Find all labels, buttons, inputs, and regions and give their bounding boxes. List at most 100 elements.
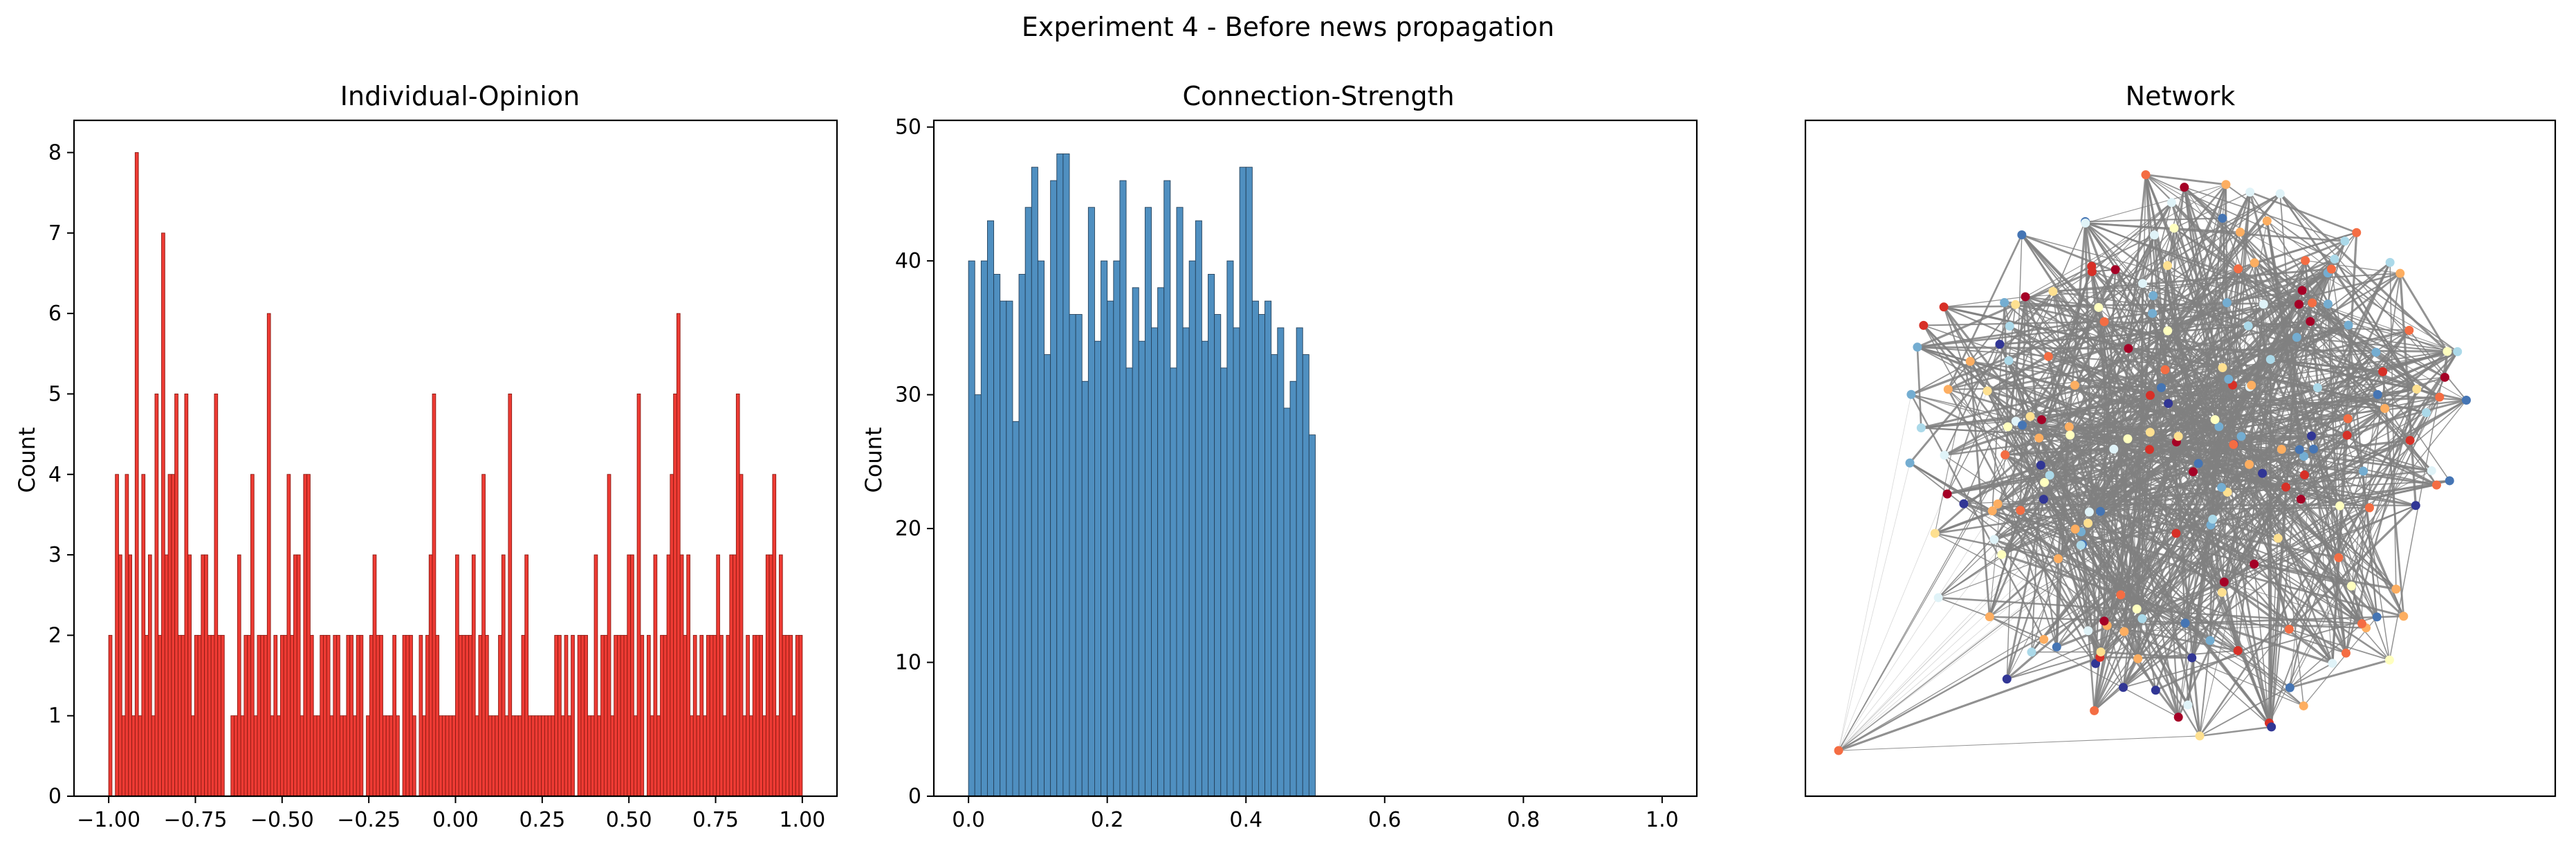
strength-y-tick-label: 50 — [895, 116, 921, 140]
network-edge — [2254, 262, 2404, 617]
network-edge — [2175, 336, 2298, 443]
opinion-bar — [614, 634, 618, 797]
network-node — [2208, 515, 2218, 524]
strength-bar — [1239, 167, 1246, 797]
opinion-bar — [524, 554, 528, 797]
strength-bar — [1188, 260, 1196, 797]
opinion-bar — [134, 152, 139, 797]
opinion-bar — [257, 634, 261, 797]
network-edge — [2014, 304, 2223, 488]
network-edge — [2085, 184, 2227, 223]
network-node — [2137, 279, 2147, 288]
network-node — [1982, 386, 1992, 396]
network-node — [2218, 362, 2227, 372]
network-node — [2109, 444, 2119, 454]
opinion-bar — [782, 634, 786, 797]
strength-bar — [1226, 260, 1234, 797]
strength-x-tick-label: 0.8 — [1507, 808, 1540, 832]
opinion-bar — [366, 715, 370, 797]
network-edge — [2091, 266, 2300, 450]
strength-bar — [1182, 327, 1190, 797]
network-edge — [1999, 320, 2310, 345]
network-node — [2284, 625, 2294, 634]
network-node — [2344, 320, 2353, 330]
network-edge — [2223, 563, 2255, 583]
network-node — [2222, 298, 2232, 308]
network-node — [2148, 309, 2158, 318]
network-edge — [2268, 377, 2445, 724]
strength-bar — [1024, 207, 1032, 797]
strength-bar — [1245, 167, 1253, 797]
opinion-bar — [471, 554, 476, 797]
network-edge — [2199, 351, 2458, 737]
network-node — [2312, 383, 2322, 393]
network-edge — [2350, 389, 2418, 587]
opinion-bar — [690, 715, 694, 797]
network-edge — [2025, 296, 2211, 526]
opinion-bar — [603, 634, 608, 797]
network-node — [2224, 374, 2234, 384]
opinion-bar — [260, 634, 265, 797]
network-node — [2285, 683, 2294, 692]
opinion-bar — [214, 394, 219, 797]
strength-bar — [1119, 180, 1127, 797]
opinion-bar — [273, 634, 278, 797]
network-edge — [1942, 306, 2083, 545]
opinion-bar — [508, 394, 513, 797]
opinion-bar — [432, 394, 436, 797]
opinion-bar — [749, 715, 753, 797]
network-node — [2003, 422, 2013, 432]
network-node — [1993, 499, 2003, 508]
opinion-bar — [676, 313, 681, 797]
network-edge — [2279, 193, 2418, 390]
opinion-bar — [369, 634, 374, 797]
network-node — [2171, 528, 2181, 538]
network-node — [2188, 467, 2198, 477]
network-node — [2306, 317, 2315, 327]
network-node — [2399, 612, 2409, 621]
opinion-bar — [418, 634, 423, 797]
opinion-bar — [554, 634, 558, 797]
network-node — [2095, 506, 2105, 516]
opinion-bar — [670, 474, 674, 797]
strength-y-axis-label: Count — [861, 427, 887, 493]
network-node — [2352, 228, 2362, 237]
network-node — [2137, 614, 2147, 623]
network-node — [2422, 407, 2431, 417]
opinion-bar — [346, 634, 351, 797]
opinion-bar — [666, 554, 671, 797]
opinion-bar — [716, 554, 720, 797]
network-node — [2000, 450, 2010, 459]
network-node — [2210, 415, 2220, 425]
network-edge — [2166, 329, 2223, 369]
network-edge — [1838, 735, 2200, 751]
network-node — [2334, 553, 2344, 562]
strength-bar — [1251, 300, 1259, 797]
opinion-bar — [712, 634, 717, 797]
network-node — [2180, 618, 2190, 628]
network-node — [2195, 731, 2205, 741]
network-node — [2294, 300, 2303, 309]
opinion-bar — [478, 634, 483, 797]
strength-bar — [1264, 300, 1272, 797]
network-edge — [2091, 202, 2173, 273]
network-edge — [2199, 663, 2333, 737]
network-node — [2404, 326, 2414, 335]
opinion-bar — [633, 715, 638, 797]
network-node — [1995, 340, 2005, 349]
network-edge — [1838, 269, 2116, 751]
strength-bar — [1012, 421, 1020, 797]
opinion-bar — [201, 554, 205, 797]
network-edge — [2199, 473, 2263, 737]
network-node — [2099, 616, 2109, 626]
opinion-bar — [147, 554, 152, 797]
network-edge — [1989, 616, 2179, 718]
network-edge — [2115, 235, 2155, 270]
strength-bar — [1214, 314, 1222, 797]
network-node — [2070, 380, 2079, 390]
network-node — [2262, 216, 2272, 226]
strength-bar — [1308, 434, 1316, 797]
network-node — [2250, 559, 2259, 569]
network-node — [2160, 365, 2170, 375]
network-node — [1985, 612, 1994, 622]
